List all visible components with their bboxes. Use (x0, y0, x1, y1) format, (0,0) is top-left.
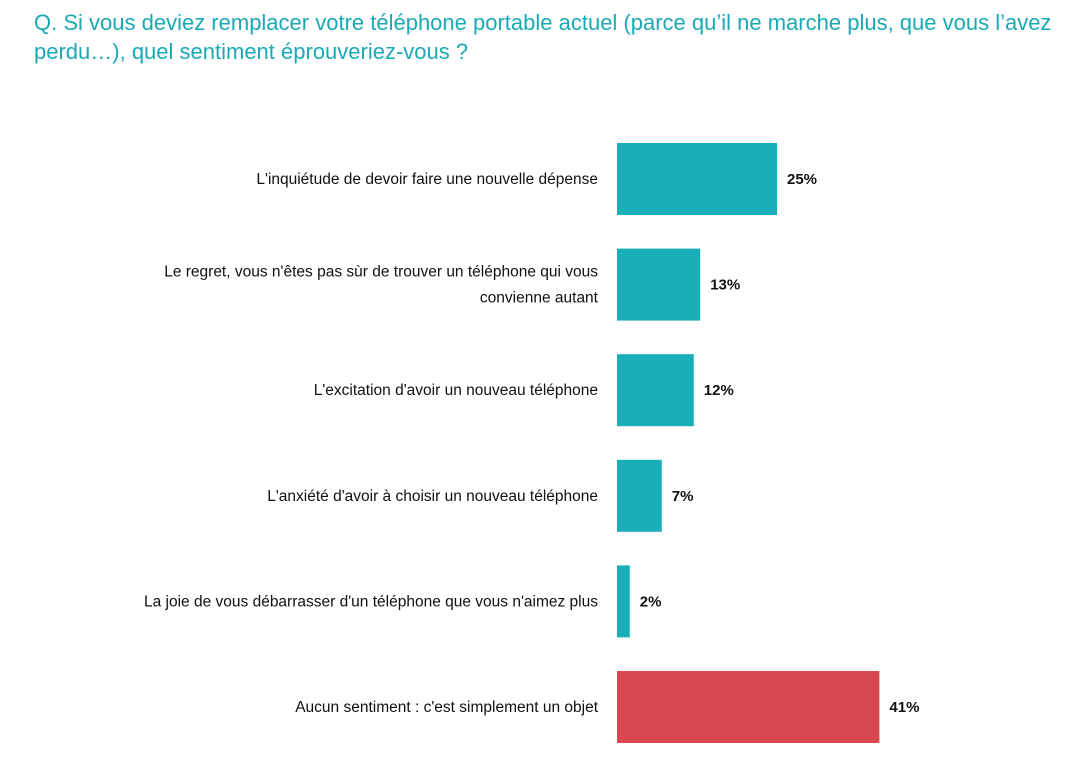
category-label-4: L'anxiété d'avoir à choisir un nouveau t… (267, 488, 598, 505)
category-label-3: L'excitation d'avoir un nouveau téléphon… (314, 382, 598, 399)
value-label-2: 13% (710, 277, 740, 294)
bar-1 (617, 143, 777, 215)
value-label-4: 7% (672, 488, 694, 505)
category-label-2-line-1: Le regret, vous n'êtes pas sùr de trouve… (164, 264, 598, 281)
bar-6 (617, 671, 880, 743)
value-label-6: 41% (889, 699, 919, 716)
question-title: Q. Si vous deviez remplacer votre téléph… (34, 10, 1052, 64)
value-label-1: 25% (787, 171, 817, 188)
category-label-1: L'inquiétude de devoir faire une nouvell… (256, 171, 598, 188)
bar-3 (617, 354, 694, 427)
category-label-6: Aucun sentiment : c'est simplement un ob… (295, 699, 598, 716)
bar-2 (617, 248, 701, 321)
category-label-5: La joie de vous débarrasser d'un télépho… (144, 593, 598, 610)
category-label-2-line-2: convienne autant (480, 290, 599, 307)
value-label-5: 2% (640, 593, 662, 610)
value-label-3: 12% (704, 382, 734, 399)
bar-4 (617, 459, 662, 532)
bar-5 (617, 565, 630, 638)
